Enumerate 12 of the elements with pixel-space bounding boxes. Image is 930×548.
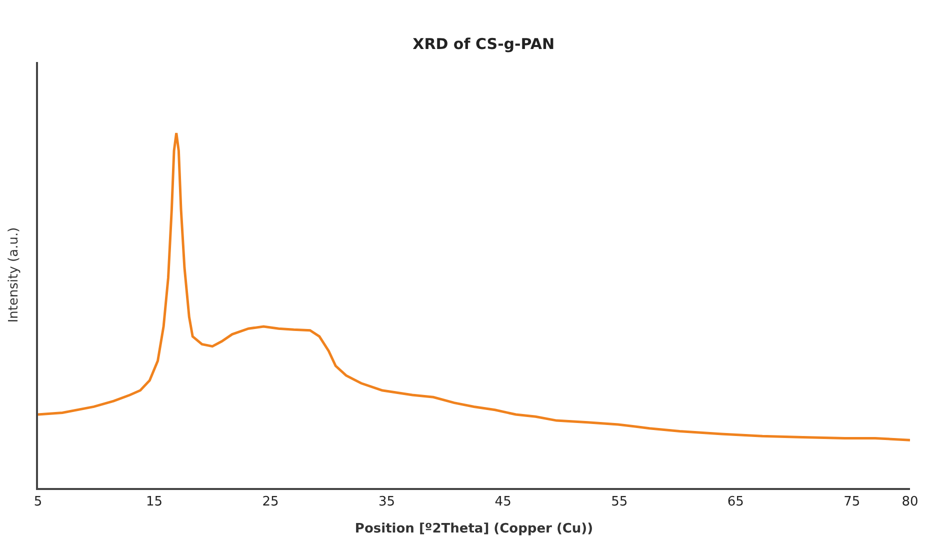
x-tick-label: 45 (494, 494, 512, 510)
x-tick-label: 75 (844, 494, 860, 510)
x-axis-title: Position [º2Theta] (Copper (Cu)) (354, 522, 594, 537)
x-tick-label: 65 (727, 494, 744, 510)
chart-title: XRD of CS-g-PAN (412, 34, 555, 53)
x-tick-label: 55 (611, 494, 628, 510)
x-tick-label: 15 (146, 494, 163, 510)
x-tick-label: 80 (902, 494, 918, 510)
x-tick-label: 25 (262, 494, 279, 510)
x-tick-label: 5 (34, 494, 42, 510)
y-axis-title: Intensity (a.u.) (6, 227, 22, 323)
x-tick-label: 35 (378, 494, 396, 510)
